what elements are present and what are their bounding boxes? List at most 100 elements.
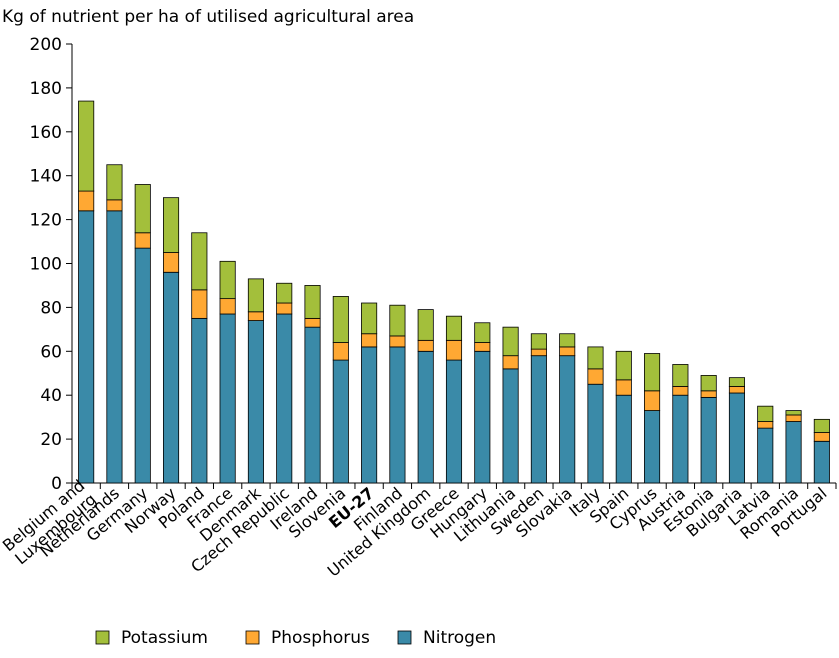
bar-phosphorus-lithuania xyxy=(502,355,519,370)
bar-potassium-cyprus xyxy=(644,353,661,392)
bar-phosphorus-germany xyxy=(134,232,151,249)
bar-phosphorus-spain xyxy=(615,379,632,396)
legend-label-phosphorus: Phosphorus xyxy=(271,628,370,648)
bar-nitrogen-bulgaria xyxy=(728,392,746,484)
bar-nitrogen-netherlands xyxy=(106,210,123,484)
bar-phosphorus-france xyxy=(219,298,236,315)
bar-potassium-norway xyxy=(162,197,180,253)
y-tick-label: 200 xyxy=(30,35,62,55)
bar-phosphorus-bulgaria xyxy=(728,386,746,394)
bar-potassium-poland xyxy=(191,232,208,291)
bar-nitrogen-eu-27 xyxy=(361,346,378,484)
bar-phosphorus-united-kingdom xyxy=(417,339,434,352)
bar-phosphorus-estonia xyxy=(700,390,717,398)
bar-potassium-spain xyxy=(615,350,632,381)
bar-potassium-austria xyxy=(672,364,689,387)
bar-potassium-eu-27 xyxy=(361,302,378,335)
bar-potassium-finland xyxy=(389,304,406,337)
bar-nitrogen-sweden xyxy=(530,355,547,484)
y-tick-label: 120 xyxy=(30,211,62,231)
bar-nitrogen-cyprus xyxy=(644,410,661,484)
bar-nitrogen-germany xyxy=(134,247,151,484)
bar-nitrogen-portugal xyxy=(813,440,830,484)
bar-potassium-sweden xyxy=(530,333,547,350)
legend-label-nitrogen: Nitrogen xyxy=(423,628,496,648)
bar-phosphorus-finland xyxy=(389,335,406,348)
bar-potassium-latvia xyxy=(757,405,774,422)
bar-phosphorus-latvia xyxy=(757,421,774,429)
bar-nitrogen-latvia xyxy=(757,427,774,484)
bar-potassium-slovakia xyxy=(559,333,576,348)
y-tick-label: 80 xyxy=(40,298,62,318)
axes: 0 20 40 60 80 100 120 140 160 180 200 xyxy=(30,35,837,494)
bar-nitrogen-ireland xyxy=(304,326,321,484)
bar-nitrogen-italy xyxy=(587,383,604,484)
bar-phosphorus-netherlands xyxy=(106,199,123,212)
y-tick-label: 180 xyxy=(30,79,62,99)
bar-potassium-greece xyxy=(445,315,463,341)
y-tick-label: 0 xyxy=(51,474,62,494)
x-tick-labels: Belgium andLuxembourgNetherlandsGermanyN… xyxy=(0,476,830,581)
bar-nitrogen-belgium-and-luxembourg xyxy=(78,210,95,484)
bar-phosphorus-belgium-and-luxembourg xyxy=(78,190,95,212)
bar-phosphorus-slovakia xyxy=(559,346,576,357)
bar-phosphorus-austria xyxy=(672,386,689,396)
y-tick-label: 20 xyxy=(40,430,62,450)
y-tick-label: 160 xyxy=(30,123,62,143)
y-tick-label: 60 xyxy=(40,342,62,362)
bar-nitrogen-finland xyxy=(389,346,406,484)
bar-potassium-hungary xyxy=(474,322,491,343)
bar-phosphorus-portugal xyxy=(813,432,830,442)
bar-potassium-bulgaria xyxy=(728,377,746,387)
legend: Potassium Phosphorus Nitrogen xyxy=(95,628,496,648)
bar-potassium-germany xyxy=(134,184,151,234)
legend-swatch-nitrogen xyxy=(397,630,412,645)
bar-potassium-belgium-and-luxembourg xyxy=(78,100,95,192)
bar-phosphorus-denmark xyxy=(247,311,264,321)
bar-nitrogen-united-kingdom xyxy=(417,350,434,484)
bar-phosphorus-greece xyxy=(445,339,463,361)
legend-swatch-phosphorus xyxy=(245,630,260,645)
y-axis-title: Kg of nutrient per ha of utilised agricu… xyxy=(2,7,414,27)
bars xyxy=(78,100,830,484)
bar-phosphorus-poland xyxy=(191,289,208,319)
bar-potassium-france xyxy=(219,260,236,300)
bar-potassium-slovenia xyxy=(332,296,349,343)
bar-nitrogen-france xyxy=(219,313,236,484)
bar-nitrogen-austria xyxy=(672,394,689,484)
bar-potassium-netherlands xyxy=(106,164,123,201)
bar-potassium-lithuania xyxy=(502,326,519,357)
legend-swatch-potassium xyxy=(95,630,110,645)
bar-phosphorus-hungary xyxy=(474,342,491,352)
bar-phosphorus-cyprus xyxy=(644,390,661,411)
bar-phosphorus-slovenia xyxy=(332,342,349,361)
bar-nitrogen-estonia xyxy=(700,396,717,484)
bar-nitrogen-norway xyxy=(162,271,180,484)
bar-nitrogen-greece xyxy=(445,359,463,484)
bar-potassium-denmark xyxy=(247,278,264,313)
bar-nitrogen-lithuania xyxy=(502,368,519,484)
bar-potassium-united-kingdom xyxy=(417,309,434,341)
y-tick-label: 40 xyxy=(40,386,62,406)
bar-phosphorus-romania xyxy=(785,414,802,422)
y-tick-label: 100 xyxy=(30,255,62,275)
bar-phosphorus-czech-republic xyxy=(276,302,293,315)
bar-nitrogen-czech-republic xyxy=(276,313,293,484)
bar-nitrogen-hungary xyxy=(474,350,491,484)
bar-nitrogen-poland xyxy=(191,317,208,484)
bar-potassium-portugal xyxy=(813,418,830,433)
bar-phosphorus-norway xyxy=(162,252,180,273)
bar-potassium-czech-republic xyxy=(276,282,293,304)
bar-phosphorus-ireland xyxy=(304,317,321,328)
bar-potassium-romania xyxy=(785,410,802,416)
bar-potassium-italy xyxy=(587,346,604,370)
bar-phosphorus-italy xyxy=(587,368,604,385)
legend-label-potassium: Potassium xyxy=(121,628,208,648)
bar-nitrogen-slovenia xyxy=(332,359,349,484)
bar-nitrogen-romania xyxy=(785,421,802,484)
bar-potassium-estonia xyxy=(700,375,717,392)
y-tick-label: 140 xyxy=(30,167,62,187)
bar-potassium-ireland xyxy=(304,285,321,319)
bar-nitrogen-denmark xyxy=(247,320,264,484)
